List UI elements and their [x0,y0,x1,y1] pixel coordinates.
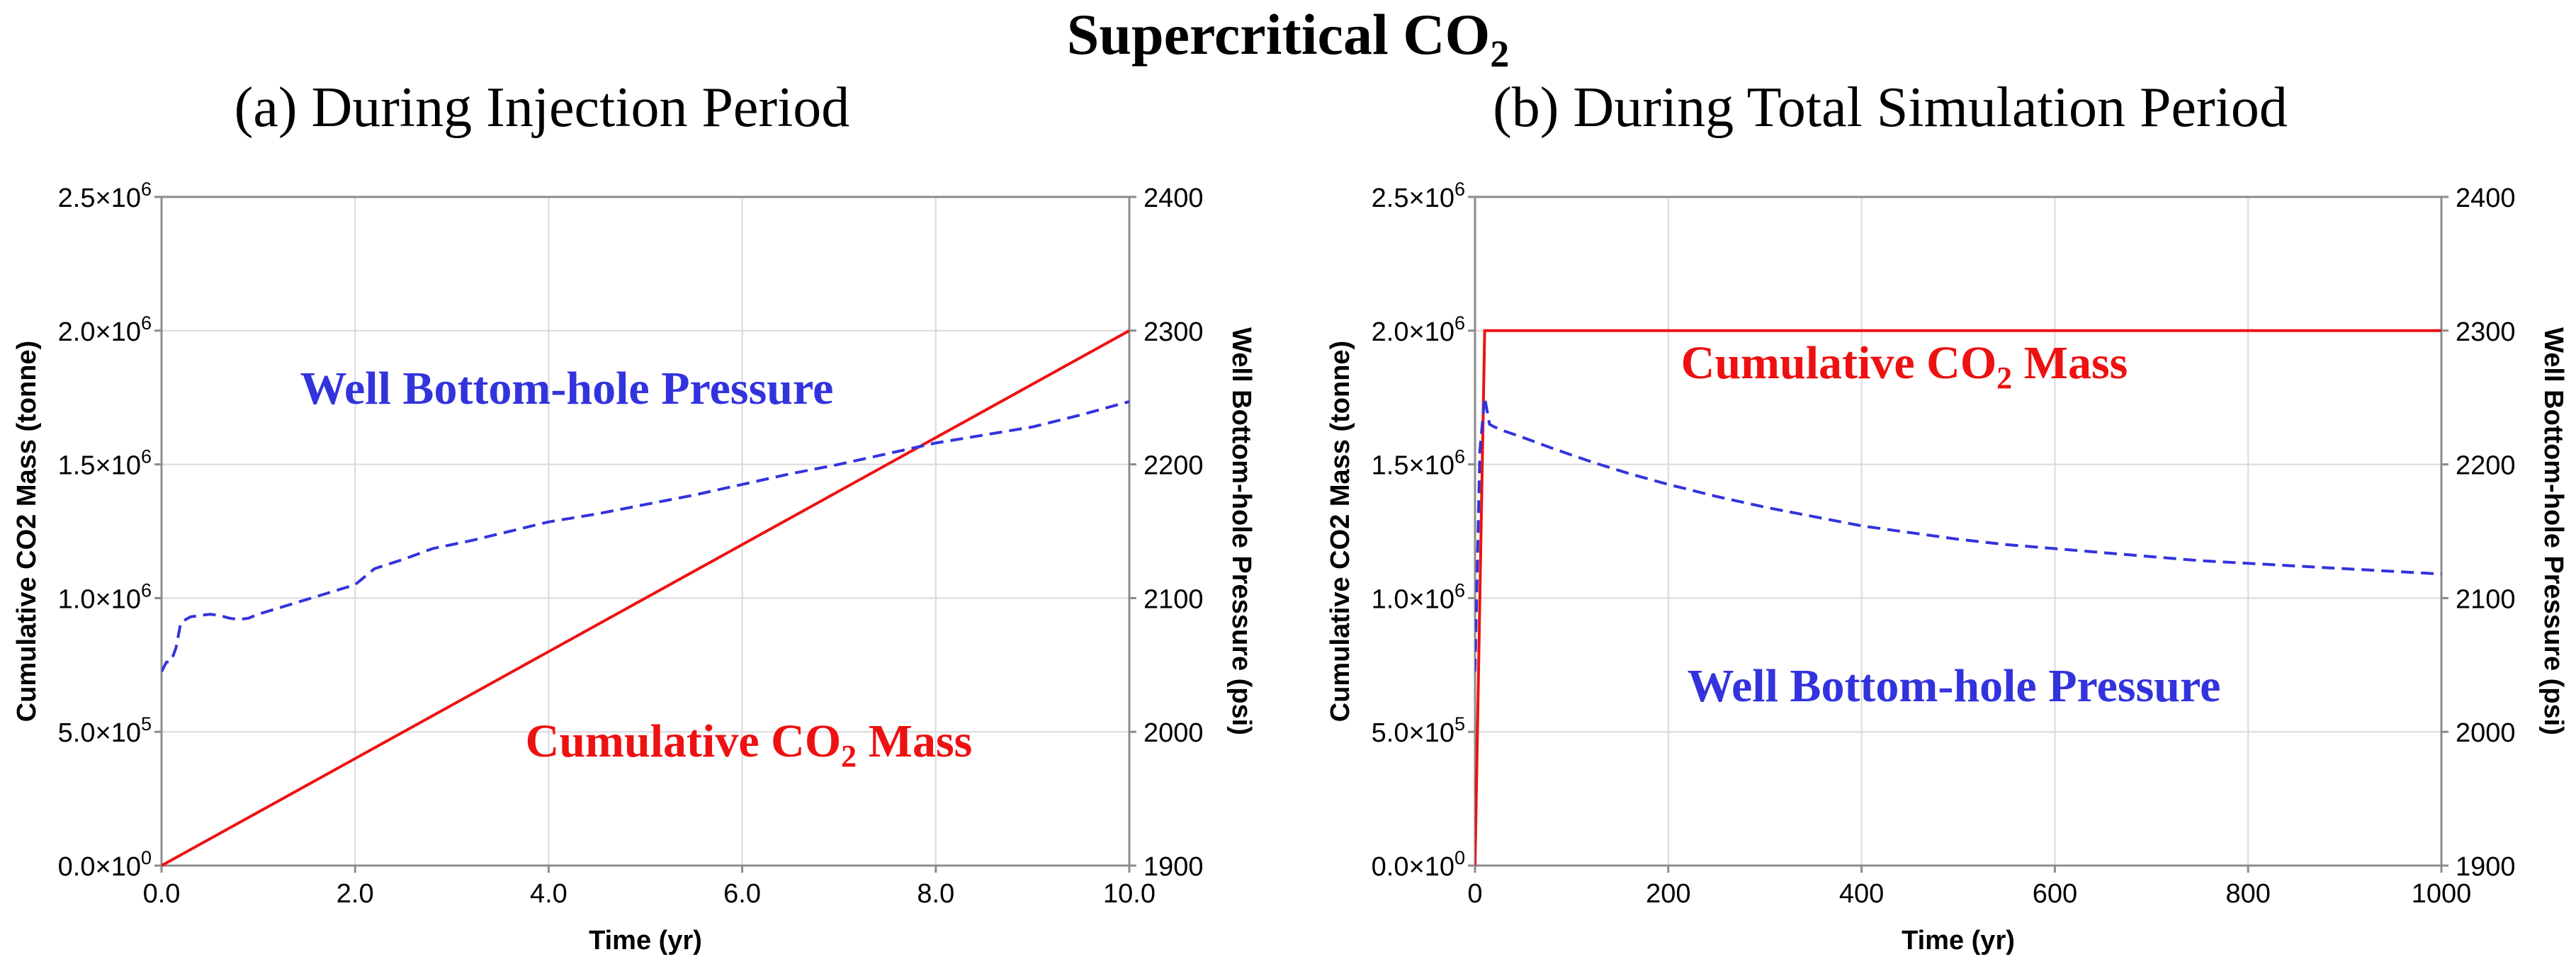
y-right-tick-label: 1900 [2456,852,2516,882]
y-right-tick-label: 1900 [1143,852,1204,882]
series-line-cumulative-co2-mass [1475,329,2441,866]
x-tick-label: 800 [2225,879,2270,909]
x-tick-label: 1000 [2412,879,2472,909]
x-tick-label: 600 [2033,879,2077,909]
x-tick-label: 0.0 [143,879,181,909]
y-left-tick-label: 1.5×106 [58,446,152,481]
y-left-tick-label: 0.0×100 [1372,847,1465,882]
y-left-tick-label: 1.0×106 [58,579,152,614]
annotation-well-bottom-hole-pressure: Well Bottom-hole Pressure [300,363,834,414]
x-axis-label: Time (yr) [589,926,702,956]
chart-subtitle: (a) During Injection Period [235,76,850,139]
y-right-tick-label: 2100 [2456,584,2516,614]
figure-title-subscript: 2 [1490,33,1509,75]
annotation-well-bottom-hole-pressure: Well Bottom-hole Pressure [1688,660,2221,712]
y-left-tick-label: 0.0×100 [58,847,152,882]
y-left-tick-label: 2.0×106 [58,312,152,347]
y-right-axis-label: Well Bottom-hole Pressure (psi) [2538,327,2568,735]
series-line-well-bottom-hole-pressure [162,400,1129,673]
x-tick-label: 2.0 [337,879,374,909]
y-right-tick-label: 2200 [2456,451,2516,481]
y-right-tick-label: 2300 [2456,317,2516,347]
y-right-tick-label: 2000 [2456,718,2516,748]
x-tick-label: 10.0 [1103,879,1156,909]
x-tick-label: 0 [1467,879,1482,909]
y-left-axis-label: Cumulative CO2 Mass (tonne) [1326,341,1355,722]
x-tick-label: 4.0 [530,879,567,909]
y-right-axis-label: Well Bottom-hole Pressure (psi) [1226,327,1256,735]
y-left-axis-label: Cumulative CO2 Mass (tonne) [12,341,42,722]
figure-title-text: Supercritical CO [1067,2,1490,67]
y-right-tick-label: 2400 [1143,183,1204,213]
x-tick-label: 200 [1646,879,1690,909]
y-left-tick-label: 2.5×106 [58,178,152,213]
annotation-cumulative-co2-mass: Cumulative CO2 Mass [1681,337,2128,395]
y-left-tick-label: 1.0×106 [1372,579,1465,614]
x-tick-label: 6.0 [723,879,761,909]
series-line-cumulative-co2-mass [162,329,1129,867]
plot-frame [160,196,1131,867]
chart-subtitle: (b) During Total Simulation Period [1493,76,2288,139]
x-tick-label: 400 [1839,879,1884,909]
chart-panel-a: (a) During Injection Period 0.0 2.0 4.0 6.0 8… [12,76,1256,956]
y-left-tick-label: 1.5×106 [1372,446,1465,481]
y-right-tick-label: 2200 [1143,451,1204,481]
y-right-tick-label: 2100 [1143,584,1204,614]
y-left-tick-label: 2.0×106 [1372,312,1465,347]
y-left-tick-label: 5.0×105 [58,713,152,748]
plot-frame [1474,196,2443,867]
series-line-well-bottom-hole-pressure [1475,397,2441,672]
annotation-cumulative-co2-mass: Cumulative CO2 Mass [526,715,973,774]
y-left-tick-label: 5.0×105 [1372,713,1465,748]
y-right-tick-label: 2000 [1143,718,1204,748]
chart-panel-b: (b) During Total Simulation Period 0 200 40… [1326,76,2568,956]
x-axis-label: Time (yr) [1902,926,2015,956]
x-tick-label: 8.0 [917,879,954,909]
y-left-tick-label: 2.5×106 [1372,178,1465,213]
y-right-tick-label: 2300 [1143,317,1204,347]
y-right-tick-label: 2400 [2456,183,2516,213]
figure-title: Supercritical CO2 [1067,2,1509,75]
